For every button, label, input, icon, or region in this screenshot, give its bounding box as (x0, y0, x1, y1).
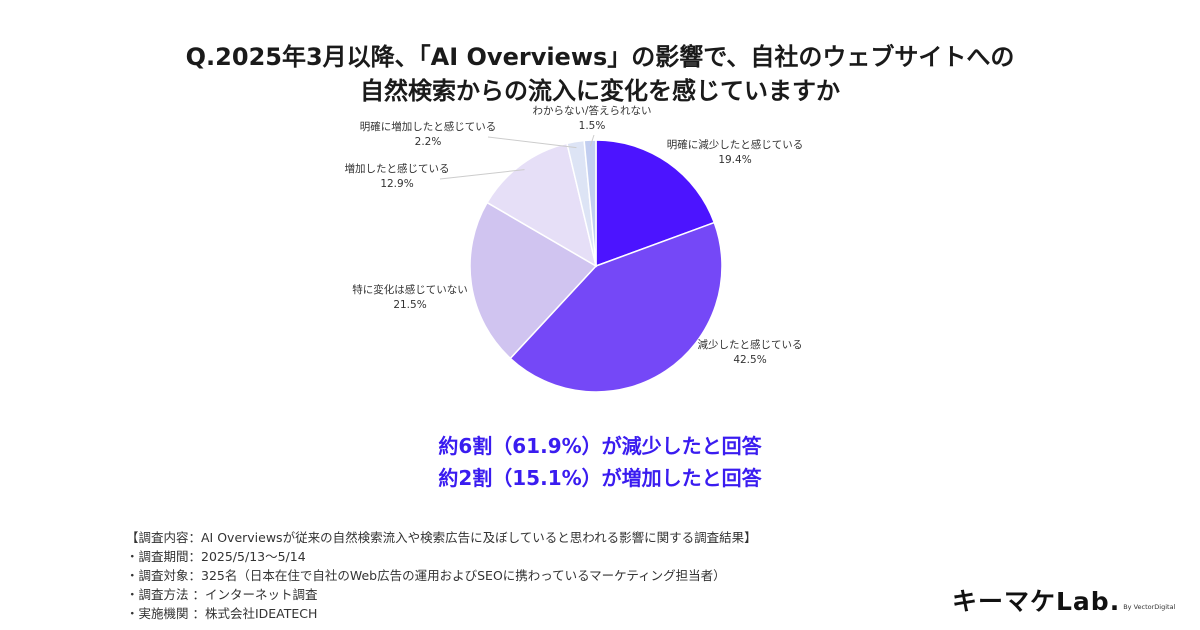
leader-line-5 (487, 136, 577, 149)
summary-increase: 約2割（15.1%）が増加したと回答 (438, 466, 762, 490)
survey-notes: 【調査内容：AI Overviewsが従来の自然検索流入や検索広告に及ぼしている… (126, 528, 757, 623)
survey-note-content: 【調査内容：AI Overviewsが従来の自然検索流入や検索広告に及ぼしている… (126, 530, 757, 545)
survey-note-period: ・調査期間：2025/5/13〜5/14 (126, 549, 306, 564)
slice-label-4: 増加したと感じている (345, 162, 450, 175)
slice-value-1: 19.4% (718, 154, 751, 166)
logo-byline: By VectorDigital (1123, 603, 1176, 611)
pie-slice-1 (595, 139, 716, 268)
title-line-1: Q.2025年3月以降、「AI Overviews」の影響で、自社のウェブサイト… (185, 43, 1015, 71)
leader-line-6 (589, 134, 595, 147)
slice-value-2: 42.5% (733, 354, 766, 366)
title-line-2: 自然検索からの流入に変化を感じていますか (360, 77, 840, 105)
pie-slice-2 (509, 221, 723, 393)
chart-title: Q.2025年3月以降、「AI Overviews」の影響で、自社のウェブサイト… (0, 40, 1200, 108)
leader-line-4 (439, 169, 525, 180)
pie-slice-6 (583, 139, 597, 267)
survey-note-target: ・調査対象：325名（日本在住で自社のWeb広告の運用およびSEOに携わっている… (126, 568, 726, 583)
pie-slices (469, 139, 723, 393)
summary-decrease: 約6割（61.9%）が減少したと回答 (438, 434, 762, 458)
slice-label-3: 特に変化は感じていない (352, 283, 468, 296)
pie-slice-3 (469, 201, 598, 360)
logo-wordmark: キーマケLab. (952, 587, 1121, 616)
survey-note-organization: ・実施機関 ：株式会社IDEATECH (126, 606, 318, 621)
slice-labels: 明確に減少したと感じている 19.4% 減少したと感じている 42.5% 特に変化は感じ… (345, 104, 804, 366)
slice-label-6: わからない/答えられない (532, 104, 651, 117)
summary: 約6割（61.9%）が減少したと回答 約2割（15.1%）が増加したと回答 (0, 430, 1200, 494)
slice-label-5: 明確に増加したと感じている (360, 120, 497, 133)
leader-lines (439, 134, 595, 180)
slice-label-2: 減少したと感じている (698, 338, 803, 351)
slice-value-6: 1.5% (579, 120, 606, 132)
brand-logo: キーマケLab. By VectorDigital (952, 586, 1175, 616)
survey-note-method: ・調査方法 ：インターネット調査 (126, 587, 318, 602)
slice-value-4: 12.9% (380, 178, 413, 190)
slice-label-1: 明確に減少したと感じている (667, 138, 804, 151)
slice-value-3: 21.5% (393, 299, 426, 311)
slice-value-5: 2.2% (415, 136, 442, 148)
pie-slice-4 (486, 142, 598, 268)
